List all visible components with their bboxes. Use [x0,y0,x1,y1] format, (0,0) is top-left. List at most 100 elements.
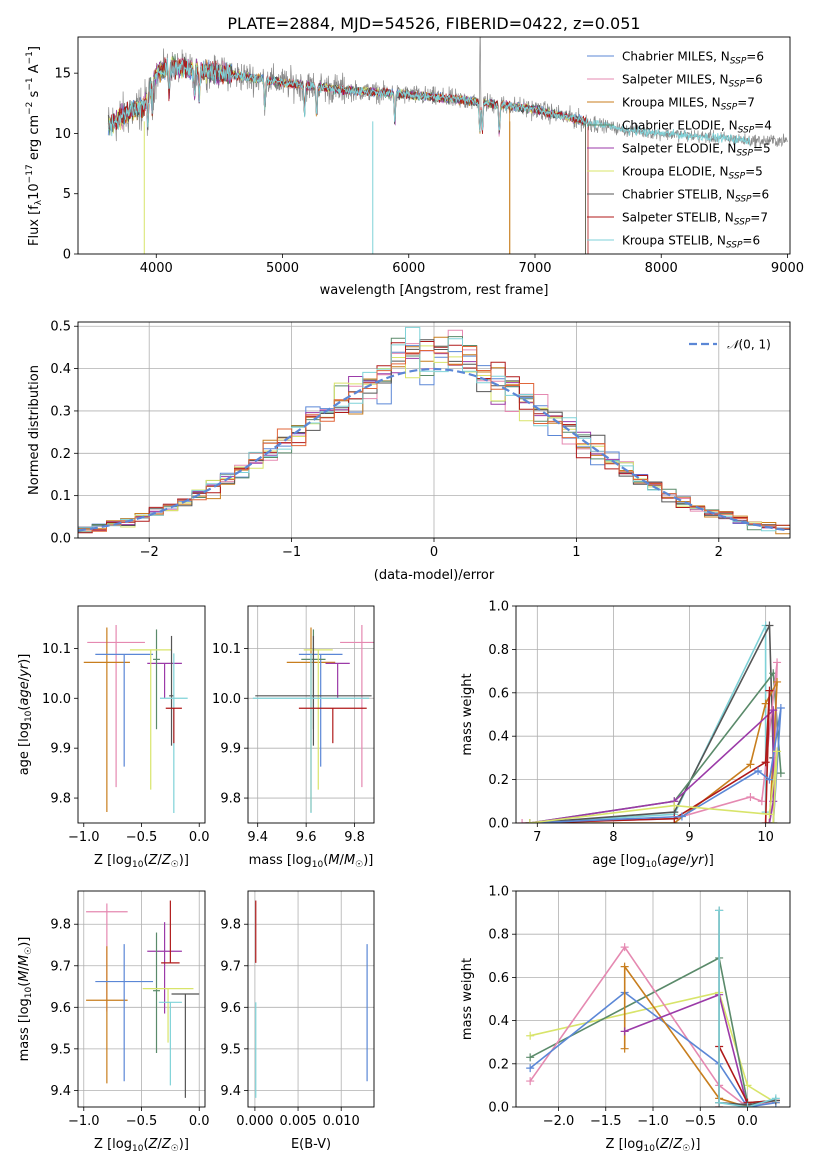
y-axis-label: Flux [fλ10−17 erg cm−2 s−1 A−1] [25,46,44,246]
weight-marker-salpeter_stelib [765,686,774,695]
weight-marker-kroupa_stelib [715,1098,724,1107]
y-tick-label: 9.8 [220,792,241,807]
model-spectrum-chabrier_elodie [107,54,586,254]
y-tick-label: 0 [63,248,71,263]
y-tick-label: 9.6 [50,1001,71,1016]
x-tick-label: −2 [140,545,159,560]
weight-marker-salpeter_miles [757,797,766,806]
panel-spectrum: 4000 5000 6000 7000 8000 9000 0 5 10 15 wavelength… [25,36,804,298]
weight-marker-kroupa_miles [620,1044,629,1053]
y-tick-label: 0.6 [488,971,509,986]
x-tick-label: 0.0 [189,830,210,845]
plot-area-age_vs_z [83,624,188,814]
residual-histogram-salpeter_stelib [78,341,790,534]
x-axis-label: wavelength [Angstrom, rest frame] [320,283,549,298]
weight-marker-chabrier_miles [765,775,774,784]
panel-weight_vs_z: −2.0 −1.5 −1.0 −0.5 0.0 0.0 0.2 0.4 0.6 0.8 1.0 Z [… [460,885,791,1154]
weight-marker-salpeter_miles [518,819,527,823]
legend-label-salpeter_stelib: Salpeter STELIB, NSSP=7 [622,211,768,228]
y-tick-label: 5 [63,187,71,202]
weight-line-kroupa_miles [623,964,748,1107]
weight-line-kroupa_stelib [529,625,767,823]
axes-frame [77,321,791,539]
y-tick-label: 9.9 [220,742,241,757]
weight-line-chabrier_stelib [529,625,775,823]
weight-line-chabrier_miles [529,707,782,823]
x-tick-label: 1 [572,545,580,560]
y-tick-label: 9.8 [220,918,241,933]
weight-line-salpeter_stelib [529,690,771,823]
axes-frame [515,890,791,1108]
y-tick-label: 0.4 [50,362,71,377]
y-tick-label: 9.7 [50,959,71,974]
x-tick-label: 0.010 [323,1114,360,1129]
legend-label-salpeter_miles: Salpeter MILES, NSSP=6 [622,73,763,90]
y-axis-label: mass weight [460,958,475,1040]
weight-marker-salpeter_stelib [761,758,770,767]
y-tick-label: 15 [54,67,71,82]
y-axis-label: Normed distribution [27,365,42,495]
y-tick-label: 10.0 [42,692,71,707]
y-tick-label: 1.0 [488,600,509,615]
weight-marker-chabrier_miles [754,766,763,775]
residual-histogram-stelib_model [78,346,790,532]
x-tick-label: 6000 [392,261,425,276]
x-axis-label: E(B-V) [291,1137,331,1152]
y-tick-label: 0.3 [50,404,71,419]
x-tick-label: −1.5 [590,1114,622,1129]
weight-marker-kroupa_stelib [771,1094,780,1103]
figure-title: PLATE=2884, MJD=54526, FIBERID=0422, z=0… [227,14,640,33]
x-axis-label: Z [log10(Z/Z☉)] [94,1137,189,1154]
x-tick-label: −1.0 [68,1114,100,1129]
x-tick-label: 5000 [266,261,299,276]
y-tick-label: 0.8 [488,643,509,658]
y-tick-label: 9.4 [50,1084,71,1099]
y-tick-label: 0.2 [50,447,71,462]
x-tick-label: 9.4 [247,830,268,845]
x-tick-label: 9000 [771,261,804,276]
weight-line-salpeter_elodie [529,708,775,823]
weight-line-chabrier_elodie [529,671,782,823]
y-tick-label: 0.8 [488,928,509,943]
x-tick-label: −2.0 [543,1114,575,1129]
legend-label-gaussian: 𝒩(0, 1) [727,338,771,352]
x-tick-label: 9 [685,830,693,845]
legend-label-chabrier_miles: Chabrier MILES, NSSP=6 [622,50,764,67]
panel-age_vs_z: −1.0 −0.5 0.0 9.8 9.9 10.0 10.1 Z [log10(Z/Z☉)]… [17,605,210,870]
plot-area-mass_vs_z [86,900,200,1098]
weight-marker-chabrier_elodie [776,769,785,778]
plot-area-spectrum [107,37,788,254]
x-tick-label: 7000 [518,261,551,276]
x-tick-label: −0.5 [684,1114,716,1129]
y-tick-label: 9.8 [50,918,71,933]
x-tick-label: 0.0 [737,1114,758,1129]
y-tick-label: 0.0 [488,817,509,832]
x-tick-label: −1 [282,545,301,560]
plot-area-residuals [78,326,790,535]
legend-label-chabrier_elodie: Chabrier ELODIE, NSSP=4 [622,119,772,136]
weight-marker-salpeter_miles [746,792,755,801]
y-tick-label: 10.0 [212,692,241,707]
plot-area-weight_vs_z [526,906,780,1107]
y-tick-label: 0.1 [50,489,71,504]
x-tick-label: −0.5 [126,830,158,845]
x-axis-label: Z [log10(Z/Z☉)] [606,1137,701,1154]
weight-marker-salpeter_stelib [670,814,679,823]
x-tick-label: 0.000 [236,1114,273,1129]
x-tick-label: 8000 [645,261,678,276]
x-tick-label: −1.0 [637,1114,669,1129]
weight-marker-kroupa_miles [773,677,782,686]
weight-marker-salpeter_stelib [761,819,770,823]
x-axis-label: Z [log10(Z/Z☉)] [94,853,189,870]
x-tick-label: −0.5 [126,1114,158,1129]
weight-marker-chabrier_miles [526,1064,535,1073]
legend-label-kroupa_stelib: Kroupa STELIB, NSSP=6 [622,234,760,251]
x-tick-label: 9.8 [344,830,365,845]
weight-marker-kroupa_stelib [715,906,724,915]
y-tick-label: 0.4 [488,1014,509,1029]
weight-marker-kroupa_elodie [765,810,774,819]
axes-frame [77,36,791,255]
y-tick-label: 9.7 [220,959,241,974]
panel-mass_vs_z: −1.0 −0.5 0.0 9.4 9.5 9.6 9.7 9.8 Z [log10(Z/Z☉)… [17,890,210,1154]
weight-marker-kroupa_miles [620,962,629,971]
